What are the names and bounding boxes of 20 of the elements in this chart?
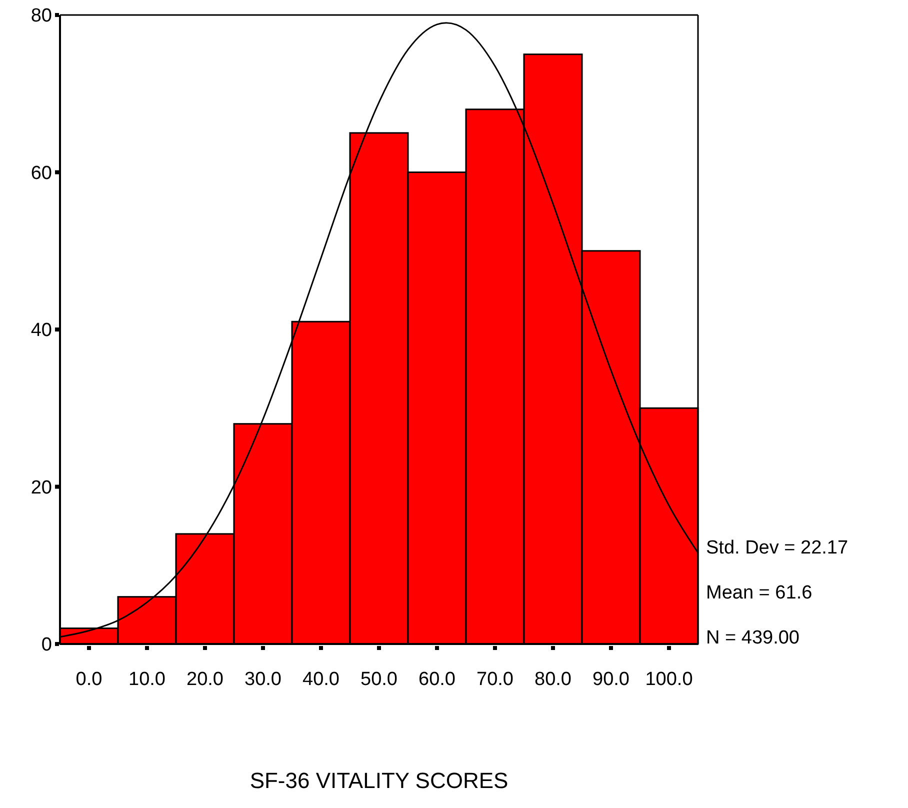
x-tick-label: 40.0	[302, 669, 340, 690]
x-tick-label: 0.0	[76, 669, 102, 690]
x-tick-label: 90.0	[592, 669, 630, 690]
x-tick-label: 80.0	[534, 669, 572, 690]
x-tick-label: 70.0	[476, 669, 514, 690]
x-tick-label: 10.0	[128, 669, 166, 690]
x-tick-label: 50.0	[360, 669, 398, 690]
text: N = 439.00	[706, 628, 800, 649]
x-tick-label: 30.0	[244, 669, 282, 690]
y-tick-label: 40	[30, 320, 52, 342]
x-axis-title: SF-36 VITALITY SCORES	[250, 768, 508, 793]
text: Std. Dev = 22.17	[706, 538, 848, 559]
x-tick-label: 100.0	[645, 669, 693, 690]
y-tick-label: 60	[30, 162, 52, 184]
y-tick-label: 80	[30, 6, 52, 27]
x-tick-label: 20.0	[186, 669, 224, 690]
y-tick-label: 20	[30, 477, 52, 498]
y-tick-label: 0	[41, 634, 52, 656]
text: Mean = 61.6	[706, 582, 812, 604]
x-tick-label: 60.0	[418, 669, 456, 690]
